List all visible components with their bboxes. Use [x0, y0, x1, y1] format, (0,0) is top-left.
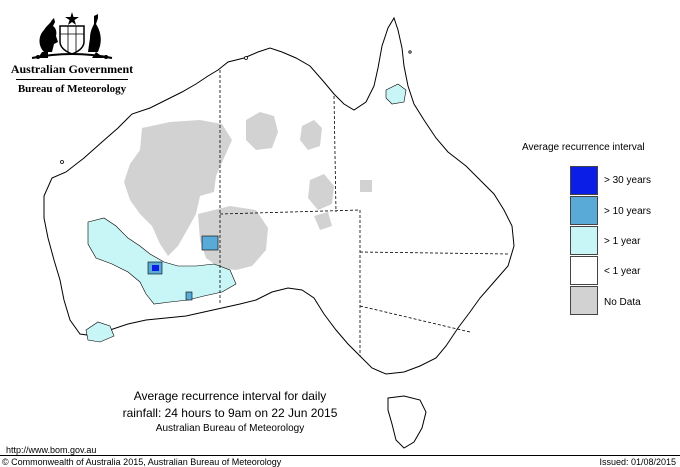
- legend-swatch-30-years: [570, 166, 598, 195]
- map-caption-source: Australian Bureau of Meteorology: [155, 423, 305, 434]
- tasmania-coastline: [387, 395, 427, 449]
- legend-label-under-1-year: < 1 year: [604, 266, 641, 277]
- logo-divider: [16, 79, 128, 80]
- government-logo: Australian Government Bureau of Meteorol…: [8, 8, 136, 98]
- legend-label-over-1-year: > 1 year: [604, 236, 641, 247]
- state-borders: [219, 70, 511, 356]
- legend-label-no-data: No Data: [604, 297, 641, 308]
- legend-swatch-under-1-year: [570, 256, 598, 285]
- footer-divider: [0, 455, 680, 456]
- no-data-regions: [124, 112, 372, 270]
- legend-swatch-1-year: [570, 226, 598, 255]
- australia-coastline: [43, 16, 515, 375]
- map-caption-line1: Average recurrence interval for daily: [133, 389, 327, 403]
- website-link[interactable]: http://www.bom.gov.au: [6, 445, 97, 455]
- issued-date: Issued: 01/08/2015: [599, 457, 676, 467]
- org-name: Australian Government: [10, 62, 134, 76]
- ari-over-1-year: [85, 83, 407, 343]
- legend-swatch-10-years: [570, 196, 598, 225]
- islands: [60, 50, 412, 164]
- agency-name: Bureau of Meteorology: [17, 83, 127, 95]
- coat-of-arms-icon: [31, 12, 113, 59]
- legend-label-10-years: > 10 years: [604, 206, 651, 217]
- legend-swatch-no-data: [570, 286, 598, 315]
- ari-over-30-years: [152, 265, 159, 271]
- map-caption-line2: rainfall: 24 hours to 9am on 22 Jun 2015: [122, 406, 338, 420]
- legend-title: Average recurrence interval: [522, 142, 645, 153]
- legend-label-30-years: > 30 years: [604, 175, 651, 186]
- copyright-text: © Commonwealth of Australia 2015, Austra…: [2, 457, 282, 467]
